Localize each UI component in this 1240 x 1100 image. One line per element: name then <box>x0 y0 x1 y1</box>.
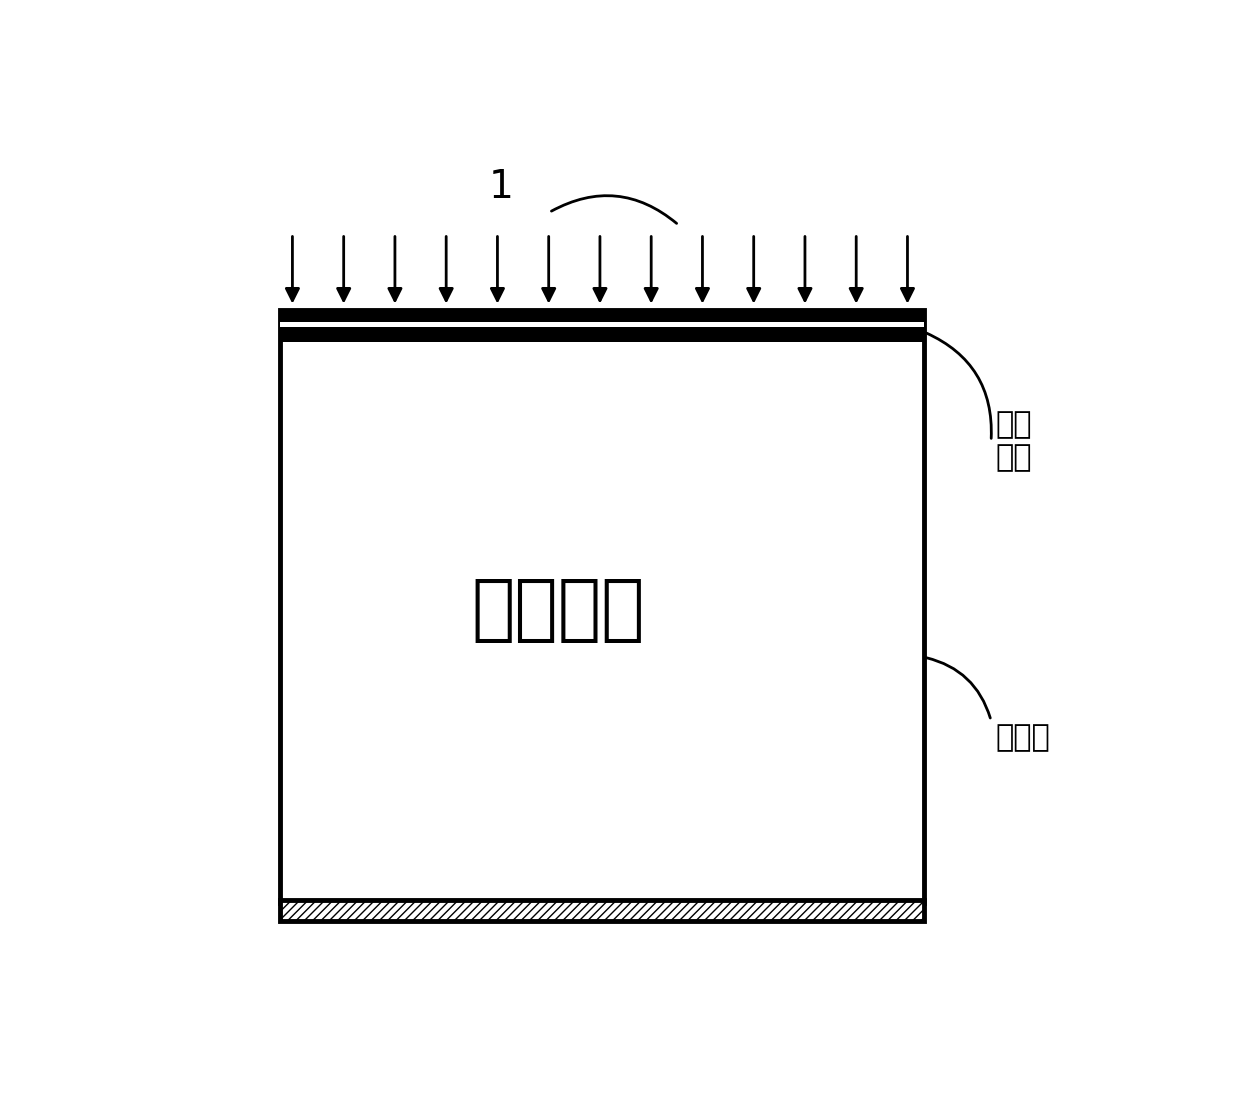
Text: 设计域: 设计域 <box>996 723 1050 752</box>
Bar <box>280 900 924 922</box>
Text: 1: 1 <box>489 168 513 206</box>
Bar <box>280 311 924 321</box>
Bar <box>280 327 924 342</box>
Bar <box>280 310 924 903</box>
Text: 支撑结构: 支撑结构 <box>472 576 645 645</box>
Text: 非设
计域: 非设 计域 <box>996 410 1033 473</box>
Bar <box>280 321 924 327</box>
